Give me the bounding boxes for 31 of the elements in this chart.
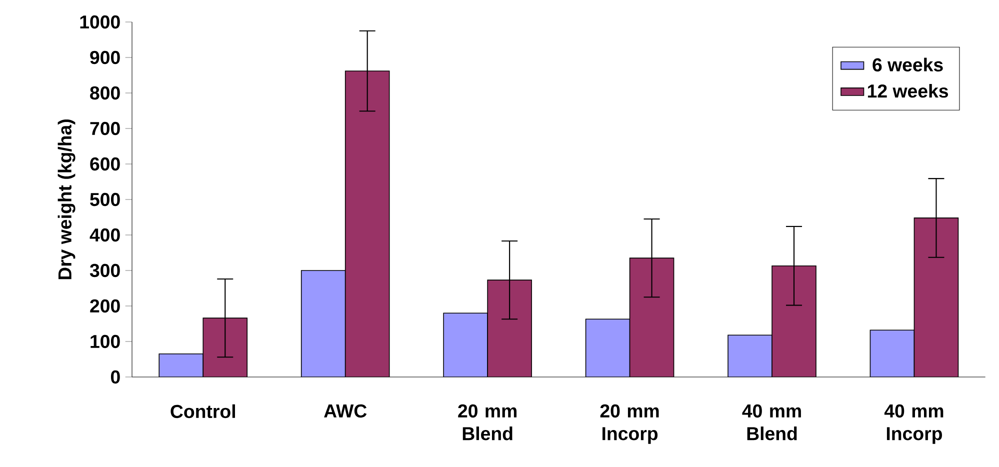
x-tick-label: AWC — [324, 404, 367, 418]
y-tick-label: 700 — [90, 122, 120, 136]
bar — [728, 334, 772, 377]
bar — [300, 270, 346, 377]
y-tick-label: 200 — [90, 299, 120, 313]
y-tick-label: 900 — [90, 50, 120, 64]
y-tick-label: 1000 — [80, 15, 120, 29]
x-tick-label: Control — [170, 404, 235, 418]
legend-label: 6 weeks — [872, 58, 943, 72]
y-tick-label: 0 — [110, 370, 120, 384]
y-tick-label: 500 — [90, 192, 120, 206]
y-tick-label: 100 — [90, 334, 120, 348]
y-axis-title: Dry weight (kg/ha) — [58, 120, 76, 280]
y-tick-label: 600 — [90, 157, 120, 171]
bar — [158, 354, 204, 377]
y-tick-label: 400 — [90, 228, 120, 242]
x-tick-label: 40 mm Incorp — [884, 404, 944, 444]
bar — [443, 312, 488, 377]
bar — [914, 218, 959, 377]
bar — [585, 318, 630, 377]
bar — [629, 258, 674, 377]
bar — [772, 265, 816, 377]
legend-label: 12 weeks — [868, 84, 948, 98]
bar — [344, 70, 390, 377]
bar — [487, 280, 532, 377]
x-tick-label: 20 mm Blend — [458, 404, 516, 440]
bar — [870, 330, 915, 377]
y-tick-label: 300 — [90, 264, 120, 278]
y-tick-label: 800 — [90, 86, 120, 100]
x-tick-label: 20 mm Incorp — [600, 404, 659, 444]
x-tick-label: 40 mm Blend — [742, 404, 801, 440]
